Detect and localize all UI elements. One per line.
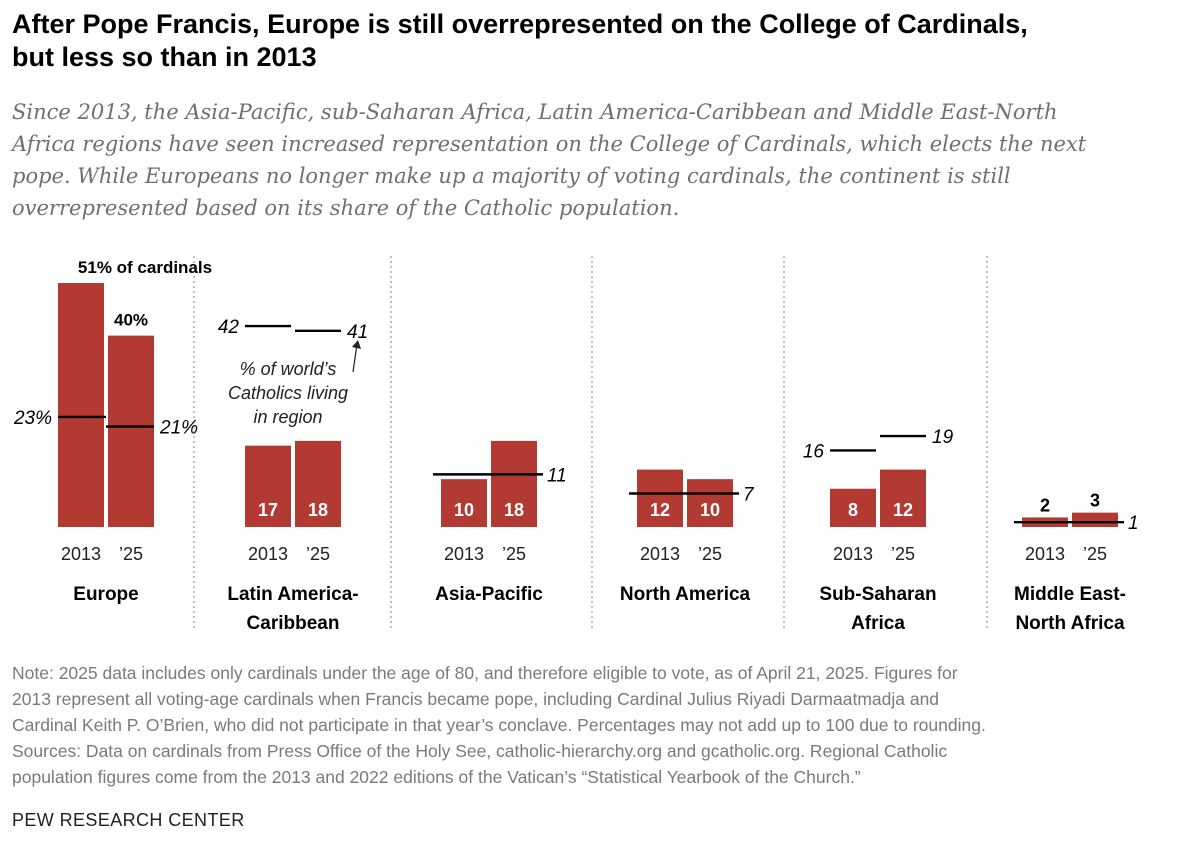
subtitle-line: overrepresented based on its share of th… bbox=[12, 196, 680, 220]
region-name-label: Sub-Saharan bbox=[819, 584, 936, 605]
title-line: After Pope Francis, Europe is still over… bbox=[12, 9, 1028, 39]
title-line: but less so than in 2013 bbox=[12, 42, 317, 72]
region-name-label: Latin America- bbox=[227, 584, 358, 605]
year-tick-label: ’25 bbox=[1083, 544, 1107, 564]
note-line: Sources: Data on cardinals from Press Of… bbox=[12, 741, 948, 761]
annotation-arrow bbox=[352, 343, 358, 373]
region-name-label: Middle East- bbox=[1014, 584, 1126, 605]
region-name-label: Africa bbox=[851, 613, 905, 634]
note-line: Cardinal Keith P. O’Brien, who did not p… bbox=[12, 715, 986, 735]
annotation-text: in region bbox=[253, 407, 322, 427]
bar-2013 bbox=[830, 488, 876, 527]
chart-subtitle: Since 2013, the Asia-Pacific, sub-Sahara… bbox=[12, 96, 1182, 224]
bar-value-label: 10 bbox=[700, 500, 720, 520]
source-org-label: PEW RESEARCH CENTER bbox=[12, 810, 245, 830]
catholic-share-label: 42 bbox=[218, 317, 240, 338]
catholic-share-label: 7 bbox=[743, 485, 755, 506]
region-name-label: Asia-Pacific bbox=[435, 584, 543, 605]
annotation-text: Catholics living bbox=[228, 383, 348, 403]
bar-2013 bbox=[637, 469, 683, 527]
catholic-share-label: 16 bbox=[803, 441, 825, 462]
year-tick-label: ’25 bbox=[698, 544, 722, 564]
bar-value-label: 18 bbox=[504, 500, 524, 520]
region-name-label: Europe bbox=[73, 584, 138, 605]
year-tick-label: ’25 bbox=[502, 544, 526, 564]
bar-2025 bbox=[880, 469, 926, 527]
year-tick-label: 2013 bbox=[640, 544, 680, 564]
bar-value-label: 12 bbox=[893, 500, 913, 520]
note-line: population figures come from the 2013 an… bbox=[12, 767, 861, 787]
note-line: 2013 represent all voting-age cardinals … bbox=[12, 689, 940, 709]
bar-2013 bbox=[245, 445, 291, 527]
annotation-arrowhead bbox=[352, 340, 361, 349]
bar-2025 bbox=[491, 440, 537, 527]
annotation-text: % of world’s bbox=[240, 359, 337, 379]
year-tick-label: 2013 bbox=[1025, 544, 1065, 564]
bar-2025 bbox=[108, 335, 154, 527]
year-tick-label: ’25 bbox=[891, 544, 915, 564]
bar-value-label: 10 bbox=[454, 500, 474, 520]
catholic-share-label: 19 bbox=[932, 427, 954, 448]
catholic-share-label: 1 bbox=[1128, 513, 1139, 534]
catholic-share-label: 41 bbox=[347, 322, 368, 343]
bar-2025 bbox=[295, 440, 341, 527]
bar-2025 bbox=[687, 479, 733, 527]
chart-note: Note: 2025 data includes only cardinals … bbox=[12, 660, 1182, 790]
bar-value-label: 18 bbox=[308, 500, 328, 520]
bar-2025 bbox=[1072, 512, 1118, 527]
year-tick-label: ’25 bbox=[306, 544, 330, 564]
bar-value-label: 12 bbox=[650, 500, 670, 520]
region-name-label: Caribbean bbox=[247, 613, 340, 634]
note-line: Note: 2025 data includes only cardinals … bbox=[12, 663, 958, 683]
year-tick-label: 2013 bbox=[833, 544, 873, 564]
catholic-share-label: 23% bbox=[13, 408, 52, 429]
year-tick-label: ’25 bbox=[119, 544, 143, 564]
bar-value-label: 8 bbox=[848, 500, 858, 520]
year-tick-label: 2013 bbox=[444, 544, 484, 564]
bar-value-label: 51% of cardinals bbox=[78, 258, 212, 277]
bar-value-label: 17 bbox=[258, 500, 278, 520]
bar-2013 bbox=[58, 283, 104, 527]
catholic-share-label: 21% bbox=[159, 418, 198, 439]
year-tick-label: 2013 bbox=[61, 544, 101, 564]
region-name-label: North Africa bbox=[1015, 613, 1125, 634]
bar-value-label: 2 bbox=[1040, 495, 1050, 515]
bar-value-label: 40% bbox=[114, 311, 148, 330]
catholic-share-label: 11 bbox=[547, 465, 567, 486]
bar-value-label: 3 bbox=[1090, 491, 1100, 511]
subtitle-line: Africa regions have seen increased repre… bbox=[12, 132, 1087, 156]
region-name-label: North America bbox=[620, 584, 751, 605]
bar-2013 bbox=[441, 479, 487, 527]
subtitle-line: pope. While Europeans no longer make up … bbox=[12, 164, 1011, 188]
subtitle-line: Since 2013, the Asia-Pacific, sub-Sahara… bbox=[12, 100, 1058, 124]
chart-title: After Pope Francis, Europe is still over… bbox=[12, 8, 1182, 74]
year-tick-label: 2013 bbox=[248, 544, 288, 564]
